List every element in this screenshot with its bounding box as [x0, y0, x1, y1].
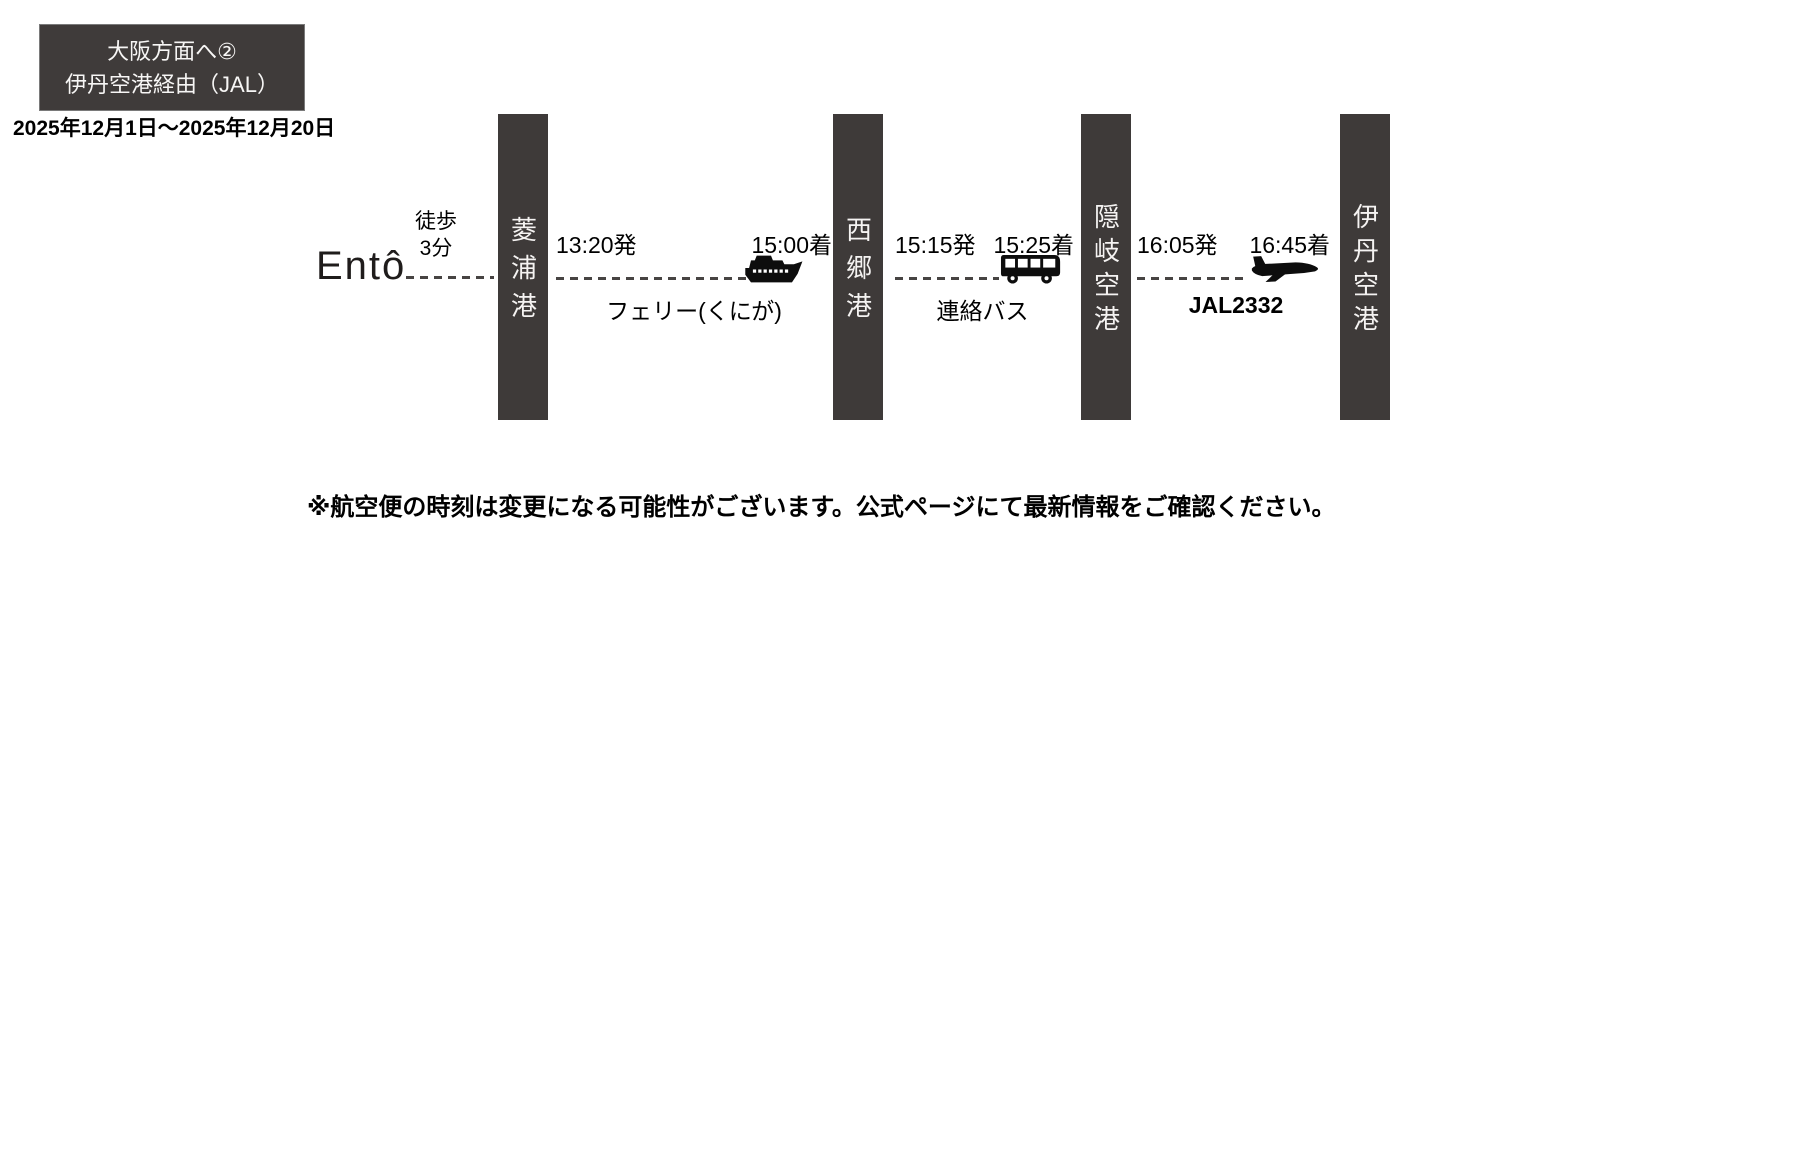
- ferry-icon: [739, 249, 803, 294]
- bus-name-label: 連絡バス: [936, 298, 1029, 324]
- title-line1: 大阪方面へ②: [107, 38, 237, 64]
- title-line2: 伊丹空港経由（JAL）: [65, 71, 279, 97]
- airplane-icon: [1247, 252, 1321, 291]
- station-bar-saigo-port: 西郷港: [833, 114, 883, 420]
- station-name: 伊丹空港: [1349, 203, 1380, 339]
- walk-label-line2: 3分: [419, 237, 453, 261]
- station-bar-itami-airport: 伊丹空港: [1340, 114, 1390, 420]
- flight-arrive-time: 16:45着: [1249, 232, 1330, 258]
- bus-depart-time: 15:15発: [895, 232, 976, 258]
- walk-dash-line: [406, 276, 494, 279]
- ferry-name-label: フェリー(くにが): [606, 298, 782, 324]
- ferry-depart-time: 13:20発: [556, 232, 637, 258]
- schedule-disclaimer-note: ※航空便の時刻は変更になる可能性がございます。公式ページにて最新情報をご確認くだ…: [307, 494, 1336, 521]
- station-name: 隠岐空港: [1090, 203, 1121, 339]
- flight-dash-line: [1137, 277, 1249, 280]
- station-name: 菱浦港: [507, 216, 538, 330]
- flight-number-label: JAL2332: [1188, 292, 1284, 318]
- walk-label-line1: 徒歩: [415, 210, 457, 233]
- station-bar-hishiura-port: 菱浦港: [498, 114, 548, 420]
- ferry-arrive-time: 15:00着: [751, 232, 832, 258]
- bus-icon: [1000, 253, 1064, 291]
- date-range: 2025年12月1日～2025年12月20日: [13, 117, 336, 140]
- flight-depart-time: 16:05発: [1137, 232, 1218, 258]
- bus-dash-line: [895, 277, 999, 280]
- ento-logo: Entô: [316, 244, 407, 288]
- walk-label: 徒歩 3分: [398, 208, 474, 263]
- station-name: 西郷港: [842, 216, 873, 330]
- title-box: 大阪方面へ② 伊丹空港経由（JAL）: [39, 24, 305, 111]
- station-bar-oki-airport: 隠岐空港: [1081, 114, 1131, 420]
- ferry-dash-line: [556, 277, 752, 280]
- bus-arrive-time: 15:25着: [993, 232, 1074, 258]
